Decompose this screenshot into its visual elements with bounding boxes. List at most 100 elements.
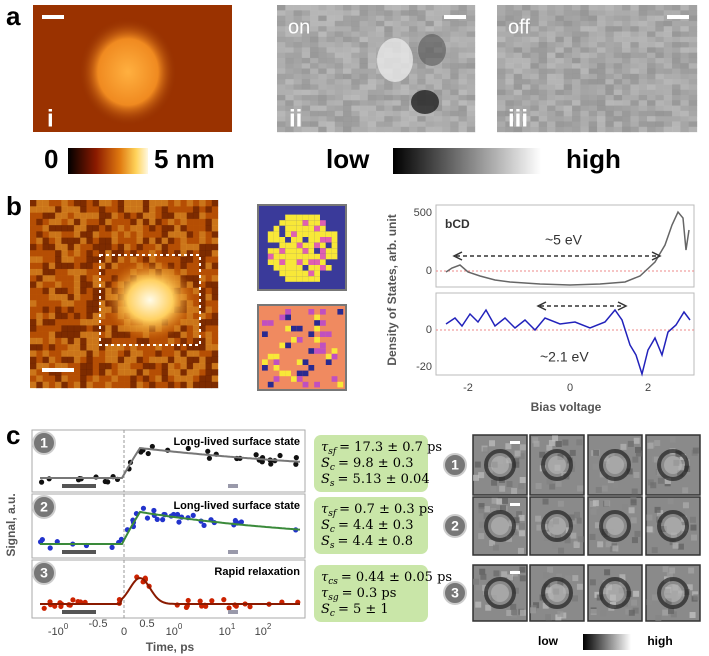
pixel	[277, 94, 286, 101]
pixel	[318, 68, 327, 75]
pixel	[98, 231, 106, 238]
pixel	[547, 94, 556, 101]
pixel	[174, 375, 181, 383]
pixel	[136, 337, 144, 345]
pixel	[293, 100, 303, 106]
pixel	[86, 237, 93, 245]
pixel	[174, 250, 181, 257]
trace-point	[105, 479, 111, 485]
pixel	[622, 121, 631, 128]
pixel	[638, 42, 648, 48]
pixel	[638, 89, 648, 96]
pixel	[384, 89, 393, 96]
pixel	[285, 36, 294, 43]
pixel	[273, 225, 280, 232]
pixel	[42, 350, 50, 357]
pixel	[80, 225, 87, 232]
pixel	[425, 116, 435, 122]
pixel	[630, 47, 639, 53]
pixel	[174, 356, 181, 364]
pixel	[267, 237, 274, 243]
pixel	[588, 73, 598, 80]
pixel	[142, 337, 150, 345]
pixel	[580, 36, 589, 43]
speckle	[508, 520, 515, 527]
pixel	[513, 15, 523, 22]
pixel	[205, 381, 213, 389]
pixel	[320, 220, 326, 226]
pixel	[55, 294, 62, 301]
pixel	[285, 94, 294, 101]
pixel	[136, 200, 144, 207]
pixel	[48, 294, 56, 301]
trace-point	[39, 537, 45, 543]
pixel	[211, 231, 219, 238]
pixel	[296, 214, 303, 221]
pixel	[180, 362, 187, 370]
pixel	[161, 350, 169, 357]
pixel	[433, 5, 443, 11]
pixel	[42, 325, 50, 332]
pixel	[117, 256, 125, 263]
step-number: 1	[40, 435, 48, 451]
pixel	[155, 369, 162, 376]
pixel	[605, 10, 614, 16]
pixel	[638, 20, 648, 27]
pixel	[67, 344, 75, 351]
pixel	[505, 31, 514, 38]
pixel	[458, 89, 468, 96]
pixel	[314, 231, 320, 237]
pixel	[580, 63, 589, 69]
pixel	[149, 218, 156, 226]
speckle	[493, 570, 500, 577]
pixel	[296, 220, 303, 226]
pixel	[572, 5, 581, 11]
pixel	[301, 63, 311, 69]
pixel	[605, 57, 614, 64]
pixel	[273, 353, 280, 360]
fit-curve	[40, 510, 301, 545]
pixel	[538, 79, 548, 85]
pixel	[291, 214, 297, 221]
pixel	[458, 36, 468, 43]
pixel	[351, 105, 360, 112]
speckle	[669, 567, 676, 574]
pixel	[547, 105, 556, 112]
pixel	[42, 243, 50, 251]
pixel	[73, 312, 81, 320]
pixel	[630, 94, 639, 101]
pixel	[301, 110, 311, 117]
pixel	[597, 110, 606, 117]
pixel	[174, 237, 181, 245]
pixel	[318, 79, 327, 85]
pixel	[334, 42, 344, 48]
pixel	[98, 375, 106, 383]
pixel	[647, 52, 656, 59]
pixel	[505, 10, 514, 16]
symbol: S	[321, 456, 330, 471]
pixel	[86, 225, 93, 232]
pixel	[505, 20, 514, 27]
pixel	[111, 381, 119, 389]
pixel	[111, 268, 119, 276]
pixel	[400, 26, 410, 32]
pixel	[597, 31, 606, 38]
pixel	[92, 281, 100, 289]
pixel	[142, 237, 150, 245]
pixel	[376, 26, 385, 32]
pixel	[392, 126, 402, 133]
pixel	[505, 73, 514, 80]
pixel	[513, 68, 523, 75]
trace-point	[253, 452, 259, 458]
pixel	[73, 300, 81, 307]
pixel	[314, 214, 320, 221]
axes-frame	[31, 429, 306, 493]
pixel	[61, 350, 68, 357]
pixel	[293, 26, 303, 32]
pixel	[630, 89, 639, 96]
pixel	[663, 94, 673, 101]
pixel	[318, 5, 327, 11]
pixel	[285, 31, 294, 38]
pixel	[192, 275, 200, 282]
pixel	[192, 337, 200, 345]
